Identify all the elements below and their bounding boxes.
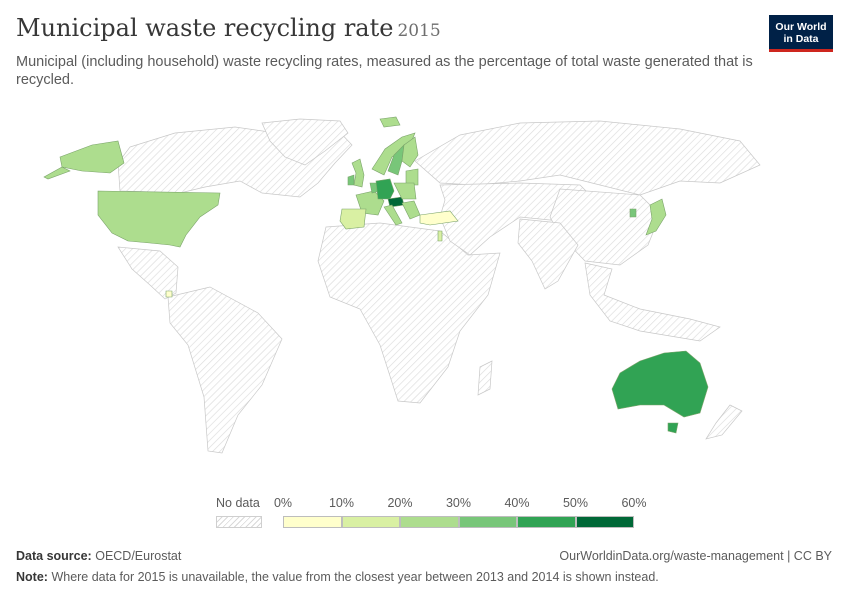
legend-no-data-swatch[interactable] (216, 516, 262, 528)
legend-bin-2[interactable] (400, 516, 459, 528)
legend-bin-0[interactable] (283, 516, 342, 528)
chart-title: Municipal waste recycling rate 2015 (16, 14, 441, 42)
region-baltics[interactable] (405, 168, 419, 186)
region-united-states[interactable] (97, 190, 221, 248)
legend: No data 0% 10% 20% 30% 40% 50% 60% (0, 496, 850, 532)
region-japan[interactable] (645, 198, 667, 236)
footer-note: Note: Where data for 2015 is unavailable… (16, 570, 659, 584)
region-greenland[interactable] (261, 118, 349, 166)
note-text: Where data for 2015 is unavailable, the … (51, 570, 659, 584)
region-alaska[interactable] (59, 140, 125, 174)
region-madagascar[interactable] (477, 360, 493, 396)
region-spain-portugal[interactable] (339, 208, 367, 230)
note-label: Note: (16, 570, 48, 584)
title-year: 2015 (397, 21, 441, 41)
legend-tick-label: 40% (504, 496, 530, 510)
footer-source: Data source: OECD/Eurostat (16, 549, 181, 563)
region-united-kingdom[interactable] (351, 158, 365, 188)
legend-tick-label: 10% (328, 496, 355, 510)
legend-bin-5[interactable] (575, 516, 634, 528)
region-balkans[interactable] (401, 200, 421, 220)
region-russia[interactable] (414, 120, 761, 196)
region-turkey[interactable] (419, 210, 459, 226)
source-label: Data source: (16, 549, 92, 563)
region-south-asia[interactable] (517, 218, 579, 290)
legend-tick-label: 60% (621, 496, 647, 510)
legend-tick-label: 20% (387, 496, 413, 510)
legend-tick-label: 30% (445, 496, 472, 510)
chart-subtitle: Municipal (including household) waste re… (16, 54, 753, 88)
region-germany[interactable] (375, 178, 395, 200)
legend-bin-4[interactable] (517, 516, 576, 528)
region-south-america[interactable] (167, 286, 283, 454)
region-israel[interactable] (437, 230, 443, 242)
region-new-zealand[interactable] (705, 404, 743, 440)
legend-bin-1[interactable] (341, 516, 400, 528)
region-finland[interactable] (401, 136, 419, 168)
owid-logo[interactable]: Our World in Data (769, 15, 833, 52)
legend-tick-label: 50% (562, 496, 589, 510)
region-tasmania[interactable] (667, 422, 679, 434)
data-regions (43, 116, 709, 434)
region-south-korea[interactable] (629, 208, 637, 218)
legend-tick-label: 0% (273, 496, 293, 510)
world-map[interactable] (0, 105, 850, 490)
region-australia[interactable] (611, 350, 709, 418)
logo-line2: in Data (783, 33, 819, 45)
region-ireland[interactable] (347, 174, 355, 186)
region-costa-rica[interactable] (165, 290, 173, 298)
footer-url[interactable]: OurWorldinData.org/waste-management | CC… (559, 549, 832, 563)
region-iceland[interactable] (379, 116, 401, 128)
title-text: Municipal waste recycling rate (16, 14, 394, 42)
region-alaska-tail[interactable] (43, 166, 71, 180)
logo-line1: Our World (775, 21, 827, 33)
source-value[interactable]: OECD/Eurostat (95, 549, 182, 563)
region-italy[interactable] (383, 204, 403, 226)
legend-bin-3[interactable] (458, 516, 517, 528)
region-southeast-asia[interactable] (584, 262, 721, 342)
region-poland-czechia[interactable] (393, 182, 417, 200)
no-data-regions (117, 118, 761, 454)
legend-no-data-label: No data (216, 496, 260, 510)
